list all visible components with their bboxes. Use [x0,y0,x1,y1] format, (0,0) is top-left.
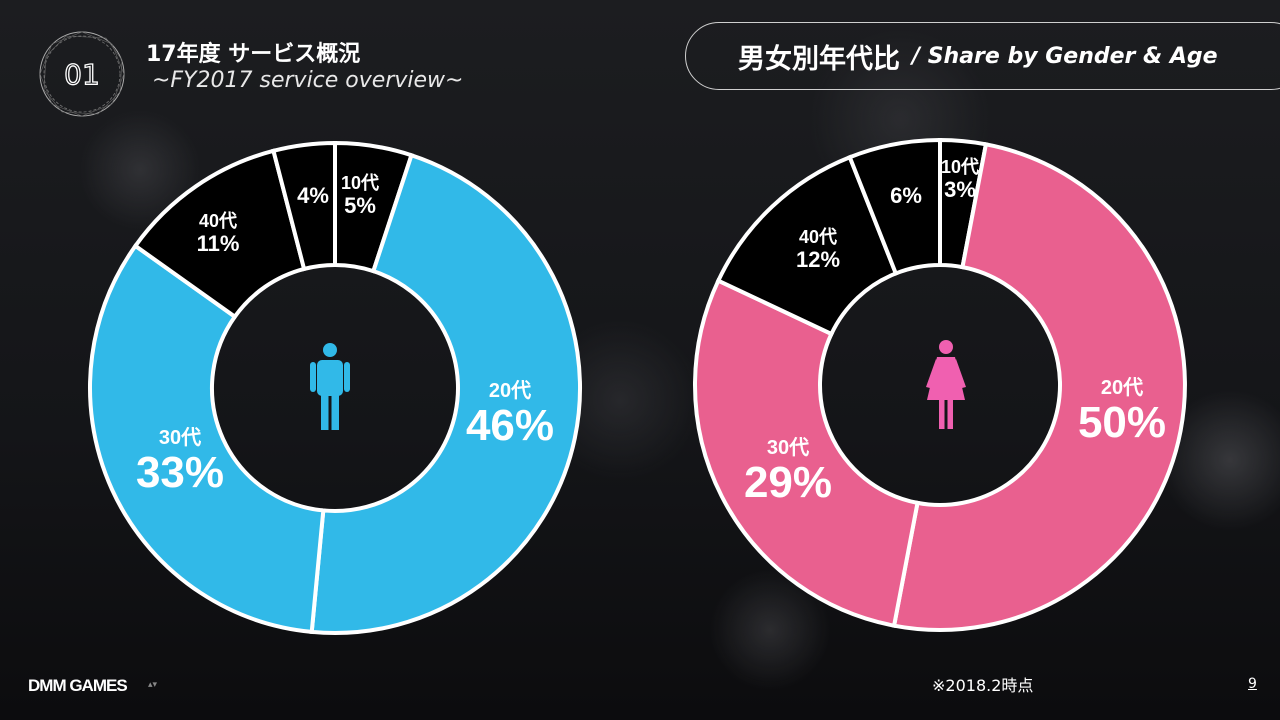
male-label-10s: 10代 5% [340,173,380,218]
section-header: 男女別年代比 / Share by Gender & Age [685,22,1280,90]
female-slice-other [847,137,942,277]
male-icon [310,343,350,430]
female-label-20s: 20代 50% [1077,376,1167,447]
male-label-20s: 20代 46% [465,379,555,450]
female-label-30s: 30代 29% [743,436,833,507]
slide-title: 17年度 サービス概況 [146,42,361,67]
slide-subtitle: ~FY2017 service overview~ [152,68,464,93]
female-icon [926,340,966,429]
section-title-jp: 男女別年代比 [738,43,900,75]
brand-logo: DMM GAMES [28,676,128,695]
female-label-other: 6% [890,182,922,208]
svg-text:01: 01 [64,58,100,91]
section-title-en: / Share by Gender & Age [912,43,1218,69]
male-donut [88,140,582,635]
male-label-40s: 40代 11% [196,211,240,256]
brand-arrows-icon: ▴▾ [148,680,158,690]
female-label-40s: 40代 12% [795,227,841,272]
female-slice-30代 [693,278,920,629]
male-slice-other [271,140,337,272]
date-note: ※2018.2時点 [932,676,1034,695]
male-label-other: 4% [297,182,329,208]
female-donut [693,137,1187,632]
female-label-10s: 10代 3% [940,157,980,202]
male-label-30s: 30代 33% [135,426,225,497]
male-pct-10s: 5% [344,192,376,218]
male-slice-30代 [88,243,326,635]
female-slice-40代 [715,154,899,337]
male-slice-20代 [309,152,582,635]
page-number: 9 [1248,676,1257,692]
section-number-badge: 01 [39,31,125,117]
female-slice-20代 [891,141,1187,632]
